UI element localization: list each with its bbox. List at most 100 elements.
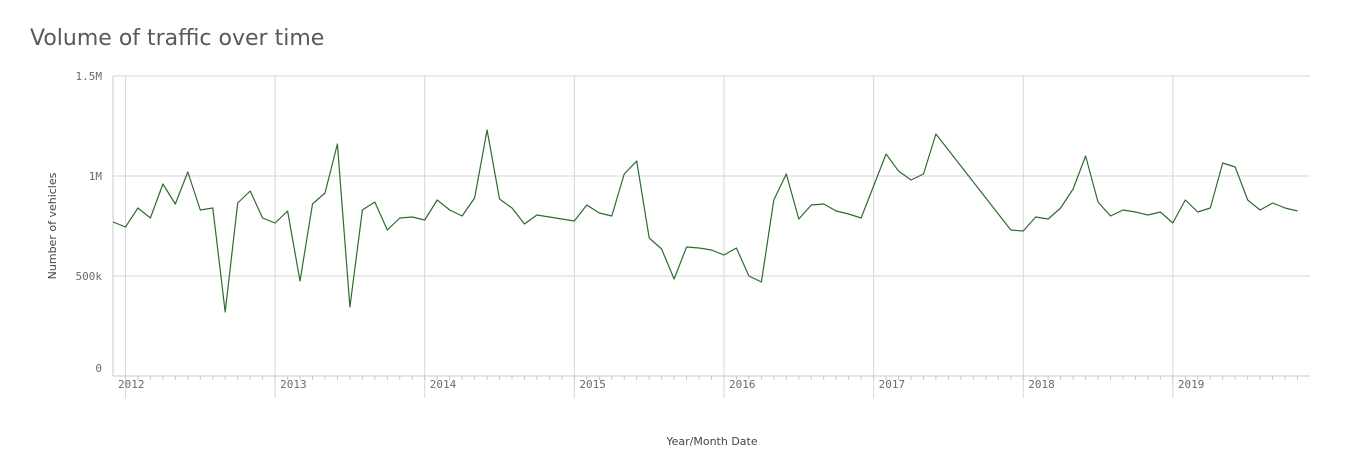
data-point[interactable] (1058, 205, 1064, 211)
data-point[interactable] (1132, 209, 1138, 215)
data-point[interactable] (896, 168, 902, 174)
data-point[interactable] (546, 214, 552, 220)
y-axis-label: Number of vehicles (46, 172, 59, 279)
data-point[interactable] (197, 207, 203, 213)
data-point[interactable] (235, 200, 241, 206)
data-point[interactable] (783, 171, 789, 177)
data-point[interactable] (1095, 199, 1101, 205)
data-point[interactable] (1195, 209, 1201, 215)
data-point[interactable] (372, 199, 378, 205)
data-point[interactable] (1108, 213, 1114, 219)
data-point[interactable] (260, 215, 266, 221)
data-point[interactable] (1045, 216, 1051, 222)
data-point[interactable] (285, 208, 291, 214)
data-point[interactable] (135, 205, 141, 211)
data-point[interactable] (509, 205, 515, 211)
data-point[interactable] (122, 224, 128, 230)
data-point[interactable] (534, 212, 540, 218)
data-point[interactable] (858, 215, 864, 221)
data-point[interactable] (1232, 164, 1238, 170)
data-point[interactable] (484, 127, 490, 133)
data-point[interactable] (1020, 228, 1026, 234)
data-point[interactable] (721, 252, 727, 258)
data-point[interactable] (920, 171, 926, 177)
data-point[interactable] (447, 207, 453, 213)
data-point[interactable] (459, 213, 465, 219)
data-point[interactable] (1008, 227, 1014, 233)
data-point[interactable] (646, 235, 652, 241)
data-point[interactable] (247, 188, 253, 194)
x-tick-label: 2018 (1028, 378, 1055, 391)
series-line[interactable] (113, 130, 1298, 312)
data-point[interactable] (1083, 153, 1089, 159)
data-point[interactable] (1295, 208, 1301, 214)
data-point[interactable] (397, 215, 403, 221)
data-point[interactable] (1170, 220, 1176, 226)
data-point[interactable] (384, 227, 390, 233)
data-point[interactable] (1257, 207, 1263, 213)
data-point[interactable] (347, 304, 353, 310)
data-point[interactable] (746, 273, 752, 279)
data-point[interactable] (621, 171, 627, 177)
data-point[interactable] (696, 245, 702, 251)
data-point[interactable] (1145, 212, 1151, 218)
data-point[interactable] (571, 218, 577, 224)
data-point[interactable] (1282, 205, 1288, 211)
data-point[interactable] (472, 195, 478, 201)
data-point[interactable] (634, 158, 640, 164)
data-point[interactable] (758, 279, 764, 285)
data-point[interactable] (596, 210, 602, 216)
data-point[interactable] (310, 201, 316, 207)
data-point[interactable] (1245, 197, 1251, 203)
data-point[interactable] (933, 131, 939, 137)
data-point[interactable] (1157, 209, 1163, 215)
data-point[interactable] (771, 197, 777, 203)
x-tick-label: 2019 (1178, 378, 1205, 391)
data-point[interactable] (559, 216, 565, 222)
data-point[interactable] (1120, 207, 1126, 213)
data-point[interactable] (1033, 214, 1039, 220)
data-point[interactable] (846, 211, 852, 217)
data-point[interactable] (808, 202, 814, 208)
data-point[interactable] (210, 205, 216, 211)
data-point[interactable] (521, 221, 527, 227)
data-point[interactable] (709, 247, 715, 253)
data-point[interactable] (584, 202, 590, 208)
data-point[interactable] (733, 245, 739, 251)
data-point[interactable] (684, 244, 690, 250)
data-point[interactable] (1182, 197, 1188, 203)
data-point[interactable] (147, 215, 153, 221)
data-point[interactable] (334, 141, 340, 147)
x-tick-label: 2016 (729, 378, 756, 391)
data-point[interactable] (1207, 205, 1213, 211)
data-point[interactable] (185, 169, 191, 175)
data-point[interactable] (883, 151, 889, 157)
data-point[interactable] (908, 177, 914, 183)
data-point[interactable] (160, 181, 166, 187)
data-point[interactable] (359, 207, 365, 213)
data-point[interactable] (422, 217, 428, 223)
data-point[interactable] (322, 190, 328, 196)
data-point[interactable] (434, 197, 440, 203)
x-tick-label: 2014 (430, 378, 457, 391)
data-point[interactable] (497, 196, 503, 202)
data-point[interactable] (833, 208, 839, 214)
data-point[interactable] (1220, 160, 1226, 166)
data-point[interactable] (172, 201, 178, 207)
x-tick-label: 2017 (879, 378, 906, 391)
data-point[interactable] (110, 219, 116, 225)
data-point[interactable] (821, 201, 827, 207)
data-point[interactable] (409, 214, 415, 220)
data-point[interactable] (297, 278, 303, 284)
data-point[interactable] (671, 276, 677, 282)
data-point[interactable] (796, 216, 802, 222)
data-point[interactable] (1270, 200, 1276, 206)
data-point[interactable] (659, 246, 665, 252)
data-point[interactable] (272, 220, 278, 226)
data-point[interactable] (609, 213, 615, 219)
series-layer[interactable] (110, 127, 1301, 315)
data-point[interactable] (222, 309, 228, 315)
data-point[interactable] (1070, 186, 1076, 192)
x-tick-label: 2013 (280, 378, 307, 391)
